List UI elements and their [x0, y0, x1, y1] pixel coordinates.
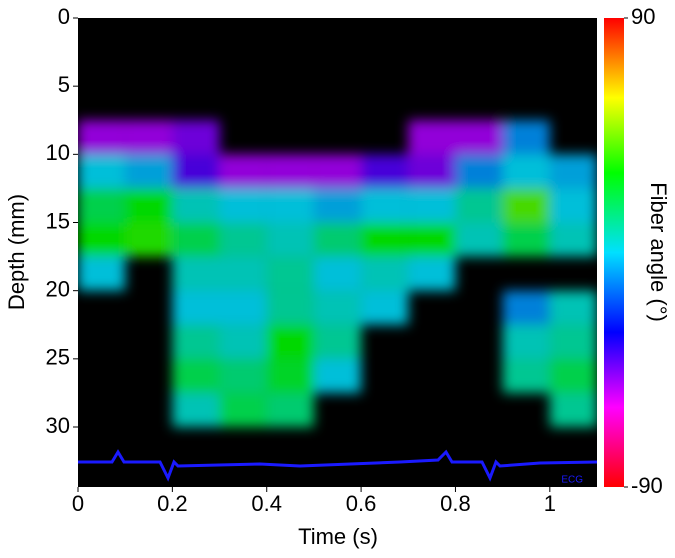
heatmap-cell [408, 188, 456, 223]
colorbar-tick-label: -90 [631, 473, 663, 498]
heatmap-cell [361, 154, 409, 189]
heatmap-cell [78, 222, 126, 257]
heatmap-cell [502, 290, 550, 325]
heatmap-cell [502, 154, 550, 189]
y-tick-label: 15 [46, 208, 70, 233]
heatmap-cell [361, 256, 409, 291]
heatmap-cell [361, 222, 409, 257]
y-tick-label: 20 [46, 276, 70, 301]
y-tick-label: 30 [46, 413, 70, 438]
heatmap-cell [172, 358, 220, 393]
heatmap-cell [549, 188, 597, 223]
x-axis-label: Time (s) [298, 524, 378, 549]
heatmap-cell [408, 154, 456, 189]
heatmap-cell [502, 324, 550, 359]
heatmap-cell [125, 120, 173, 155]
heatmap-cell [266, 256, 314, 291]
heatmap-cell [125, 222, 173, 257]
heatmap-cell [502, 358, 550, 393]
heatmap [78, 120, 597, 428]
heatmap-cell [361, 188, 409, 223]
heatmap-cell [78, 154, 126, 189]
heatmap-cell [219, 358, 267, 393]
heatmap-cell [172, 188, 220, 223]
heatmap-cell [313, 188, 362, 223]
y-axis-label: Depth (mm) [4, 194, 29, 310]
heatmap-cell [219, 222, 267, 257]
heatmap-cell [266, 392, 314, 428]
heatmap-cell [361, 290, 409, 325]
heatmap-cell [266, 188, 314, 223]
heatmap-cell [78, 120, 126, 155]
heatmap-cell [266, 154, 314, 189]
ecg-trace [78, 449, 598, 482]
heatmap-cell [78, 256, 126, 291]
heatmap-cell [172, 392, 220, 428]
heatmap-cell [408, 256, 456, 291]
heatmap-cell [172, 324, 220, 359]
heatmap-cell [313, 256, 362, 291]
heatmap-cell [549, 154, 597, 189]
heatmap-cell [219, 324, 267, 359]
heatmap-cell [502, 120, 550, 155]
colorbar [604, 18, 624, 487]
heatmap-cell [502, 222, 550, 257]
heatmap-cell [172, 120, 220, 155]
heatmap-cell [313, 324, 362, 359]
heatmap-cell [266, 358, 314, 393]
x-tick-label: 1 [544, 491, 556, 516]
y-tick-label: 5 [58, 72, 70, 97]
ecg-label: ECG [561, 475, 583, 486]
heatmap-cell [313, 154, 362, 189]
heatmap-cell [455, 120, 503, 155]
heatmap-cell [549, 290, 597, 325]
heatmap-cell [219, 154, 267, 189]
heatmap-cell [266, 222, 314, 257]
heatmap-cell [549, 222, 597, 257]
heatmap-cell [455, 222, 503, 257]
heatmap-cell [219, 392, 267, 428]
y-tick-label: 25 [46, 345, 70, 370]
heatmap-cell [266, 324, 314, 359]
heatmap-cell [219, 290, 267, 325]
heatmap-cell [172, 154, 220, 189]
heatmap-cell [549, 358, 597, 393]
heatmap-cell [408, 222, 456, 257]
heatmap-cell [172, 222, 220, 257]
x-tick-label: 0.2 [157, 491, 188, 516]
x-tick-label: 0.4 [251, 491, 282, 516]
x-tick-label: 0 [72, 491, 84, 516]
heatmap-cell [313, 358, 362, 393]
x-tick-label: 0.6 [346, 491, 377, 516]
y-tick-label: 0 [58, 4, 70, 29]
heatmap-cell [549, 392, 597, 428]
heatmap-cell [172, 290, 220, 325]
heatmap-cell [455, 188, 503, 223]
heatmap-cell [172, 256, 220, 291]
heatmap-cell [78, 188, 126, 223]
heatmap-cell [266, 290, 314, 325]
heatmap-cell [408, 120, 456, 155]
colorbar-tick-label: 90 [631, 4, 655, 29]
heatmap-cell [125, 154, 173, 189]
heatmap-cell [125, 188, 173, 223]
heatmap-cell [549, 324, 597, 359]
heatmap-cell [502, 188, 550, 223]
heatmap-cell [219, 256, 267, 291]
x-tick-label: 0.8 [440, 491, 471, 516]
y-tick-label: 10 [46, 140, 70, 165]
heatmap-cell [313, 222, 362, 257]
heatmap-cell [219, 188, 267, 223]
colorbar-label: Fiber angle (°) [646, 182, 671, 322]
heatmap-cell [455, 154, 503, 189]
heatmap-cell [313, 290, 362, 325]
